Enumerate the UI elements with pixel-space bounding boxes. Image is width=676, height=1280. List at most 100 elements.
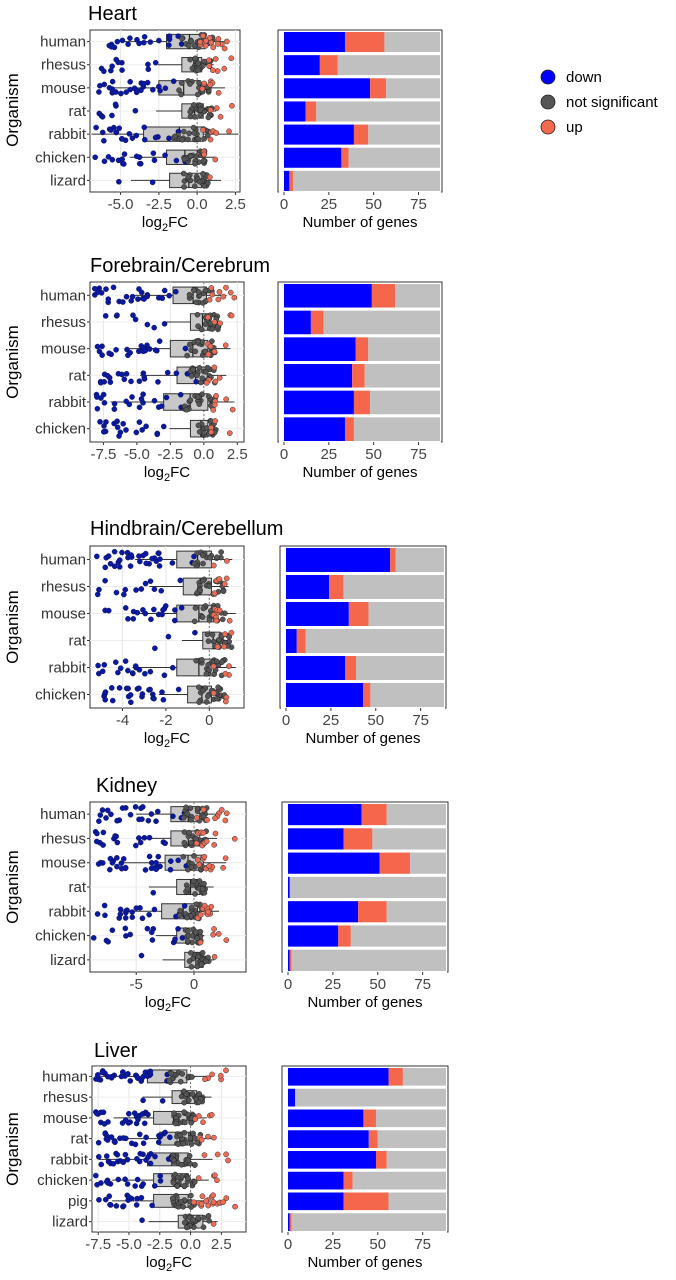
point-down: [107, 855, 114, 862]
log2fc-plot: -5.0 -2.5 0.0 2.5 log2FC: [87, 29, 246, 234]
point-down: [117, 665, 124, 672]
point-down: [94, 591, 101, 598]
bar-down-human: [286, 548, 391, 572]
point-up: [221, 643, 227, 650]
point-ns: [191, 852, 197, 859]
point-down: [178, 605, 185, 611]
point-down: [145, 61, 151, 68]
point-down: [151, 606, 157, 613]
bar-not-significant-rabbit: [356, 656, 444, 680]
log2fc-axis-title: log2FC: [146, 1254, 192, 1274]
point-down: [120, 856, 127, 862]
bar-up-rhesus: [310, 310, 324, 335]
point-down: [154, 808, 161, 815]
point-ns: [185, 1097, 192, 1104]
point-down: [181, 903, 188, 909]
point-ns: [192, 348, 199, 355]
bar-up-mouse: [363, 1109, 376, 1128]
point-down: [122, 1176, 128, 1183]
point-ns: [188, 373, 195, 379]
log2fc-axis-title: log2FC: [144, 730, 190, 750]
point-down: [140, 1097, 146, 1104]
point-down: [123, 371, 130, 377]
point-down: [144, 925, 151, 932]
point-ns: [180, 1204, 186, 1210]
point-down: [141, 124, 148, 131]
point-down: [156, 83, 162, 90]
point-ns: [186, 829, 192, 836]
bar-down-rabbit: [286, 656, 346, 680]
point-ns: [184, 810, 191, 817]
point-ns: [188, 964, 195, 970]
point-down: [165, 633, 172, 640]
gene-count-tick-label: 0: [280, 446, 288, 463]
point-down: [122, 925, 129, 932]
bar-not-significant-human: [386, 804, 446, 826]
point-up: [214, 68, 221, 74]
point-down: [138, 952, 145, 959]
point-ns: [181, 184, 187, 190]
point-up: [212, 378, 219, 385]
point-up: [210, 1192, 216, 1199]
point-up: [202, 42, 209, 49]
point-down: [146, 853, 153, 860]
point-ns: [202, 958, 209, 965]
point-ns: [180, 1140, 186, 1147]
point-up: [231, 835, 238, 842]
point-up: [222, 855, 229, 862]
point-up: [197, 939, 204, 946]
bar-down-chicken: [286, 683, 364, 707]
point-ns: [200, 560, 206, 567]
log2fc-tick-label: -2.5: [157, 446, 183, 463]
point-ns: [174, 1183, 181, 1190]
point-down: [124, 1181, 131, 1187]
bar-not-significant-rhesus: [372, 828, 446, 850]
gene-count-tick-label: 50: [369, 1236, 386, 1253]
point-up: [199, 1193, 206, 1200]
bar-up-rabbit: [345, 656, 357, 680]
bar-not-significant-rabbit: [368, 124, 440, 145]
point-down: [147, 686, 153, 693]
bar-not-significant-human: [395, 548, 444, 572]
point-down: [157, 556, 163, 562]
organism-label: human: [40, 34, 86, 51]
point-up: [205, 908, 211, 915]
point-down: [121, 376, 128, 383]
bar-up-rhesus: [329, 575, 344, 599]
point-down: [161, 287, 168, 294]
point-down: [141, 34, 148, 40]
point-ns: [186, 130, 192, 137]
bar-not-significant-rhesus: [343, 575, 444, 599]
panel-liver: Liver Organism -7.5 -5.0 -2.5 0.0 2.5 log2FC hum…: [3, 1040, 449, 1274]
point-down: [134, 88, 141, 94]
point-ns: [191, 114, 198, 120]
gene-count-tick-label: 25: [325, 1236, 342, 1253]
point-down: [105, 1158, 112, 1165]
point-ns: [194, 1139, 200, 1146]
point-up: [194, 857, 201, 863]
bar-down-rabbit: [284, 124, 354, 145]
log2fc-tick-label: -2.5: [146, 196, 172, 213]
point-ns: [184, 352, 190, 359]
point-up: [214, 643, 221, 650]
organism-label: pig: [68, 1193, 88, 1210]
point-down: [133, 1202, 140, 1208]
point-ns: [187, 81, 193, 87]
point-up: [207, 107, 214, 113]
point-up: [200, 829, 207, 836]
point-up: [227, 289, 234, 296]
point-down: [152, 59, 159, 66]
organism-label: rhesus: [41, 57, 86, 74]
point-down: [173, 370, 180, 377]
organism-label: rat: [68, 103, 86, 120]
point-ns: [184, 914, 190, 921]
point-down: [108, 685, 115, 691]
point-down: [122, 586, 129, 593]
point-down: [175, 926, 181, 932]
point-down: [113, 589, 120, 596]
point-down: [158, 403, 165, 409]
point-down: [136, 378, 143, 385]
log2fc-tick-label: 0: [190, 976, 198, 993]
panel-heart: Heart Organism -5.0 -2.5 0.0 2.5 log2FC human rh…: [3, 3, 443, 234]
